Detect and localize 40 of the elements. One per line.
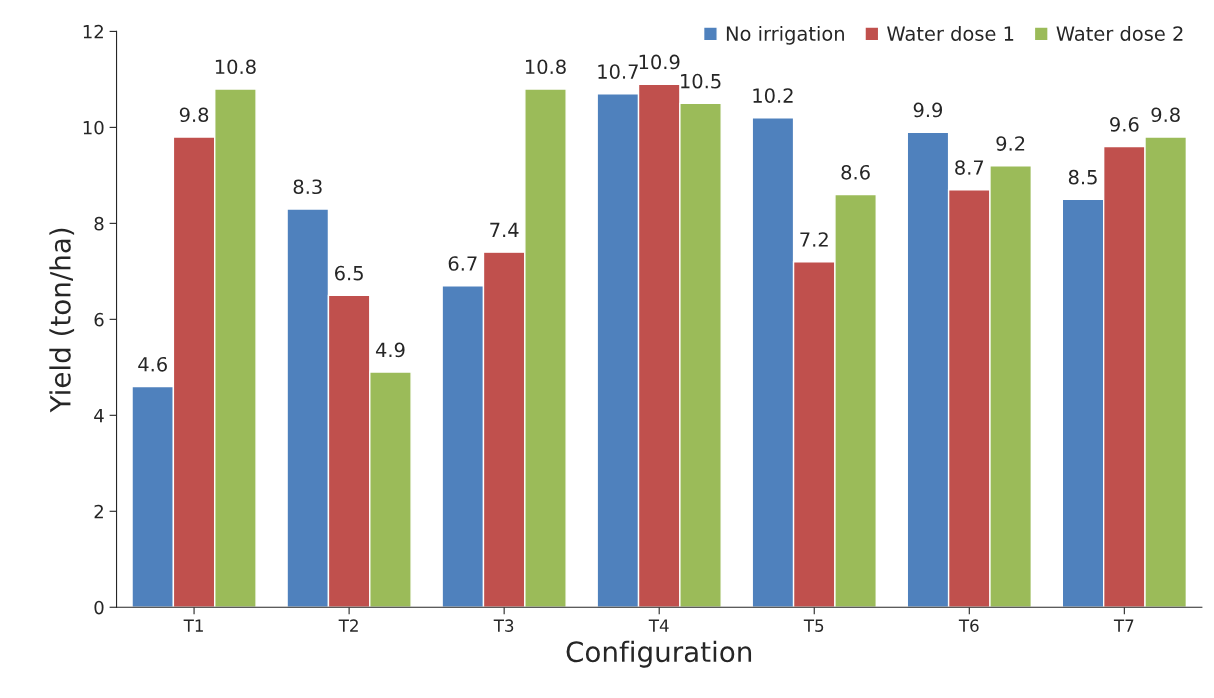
x-tick-label: T7: [1113, 619, 1134, 632]
x-tick-label: T5: [803, 619, 824, 632]
y-axis-title: Yield (ton/ha): [49, 228, 75, 413]
data-label: 8.5: [1068, 169, 1097, 185]
data-label: 6.7: [448, 256, 477, 271]
y-tick-label: 10: [83, 120, 104, 135]
legend-label: No irrigation: [726, 25, 844, 45]
data-label: 10.8: [215, 59, 256, 75]
data-label: 8.3: [293, 179, 322, 195]
y-tick-label: 4: [94, 409, 104, 423]
legend-label: Water dose 1: [887, 25, 1014, 41]
x-tick-label: T6: [958, 619, 979, 632]
data-label: 9.2: [996, 136, 1025, 151]
x-tick-label: T4: [648, 619, 669, 632]
data-label: 6.5: [335, 265, 363, 281]
data-label: 8.7: [955, 160, 984, 175]
data-label: 10.5: [681, 73, 721, 89]
data-label: 4.9: [375, 342, 405, 358]
legend-label: Water dose 2: [1056, 25, 1183, 41]
data-label: 7.2: [800, 232, 828, 247]
x-tick-label: T1: [183, 619, 203, 632]
y-tick-label: 0: [94, 600, 104, 615]
data-label: 4.6: [138, 356, 167, 372]
x-axis-title: Configuration: [566, 640, 752, 668]
data-label: 9.8: [179, 107, 209, 123]
data-label: 8.6: [841, 164, 870, 180]
data-label: 10.7: [598, 64, 638, 79]
data-label: 9.9: [913, 102, 943, 118]
data-label: 10.8: [525, 59, 566, 75]
y-tick-label: 8: [94, 216, 104, 231]
data-label: 9.8: [1151, 107, 1180, 123]
x-tick-label: T3: [493, 619, 514, 632]
data-label: 9.6: [1110, 116, 1139, 132]
y-tick-label: 2: [94, 504, 103, 519]
data-label: 10.9: [639, 54, 680, 70]
x-tick-label: T2: [338, 619, 358, 632]
y-tick-label: 6: [94, 312, 104, 327]
data-label: 10.2: [753, 88, 793, 103]
y-tick-label: 12: [83, 24, 103, 39]
data-label: 7.4: [490, 222, 519, 237]
